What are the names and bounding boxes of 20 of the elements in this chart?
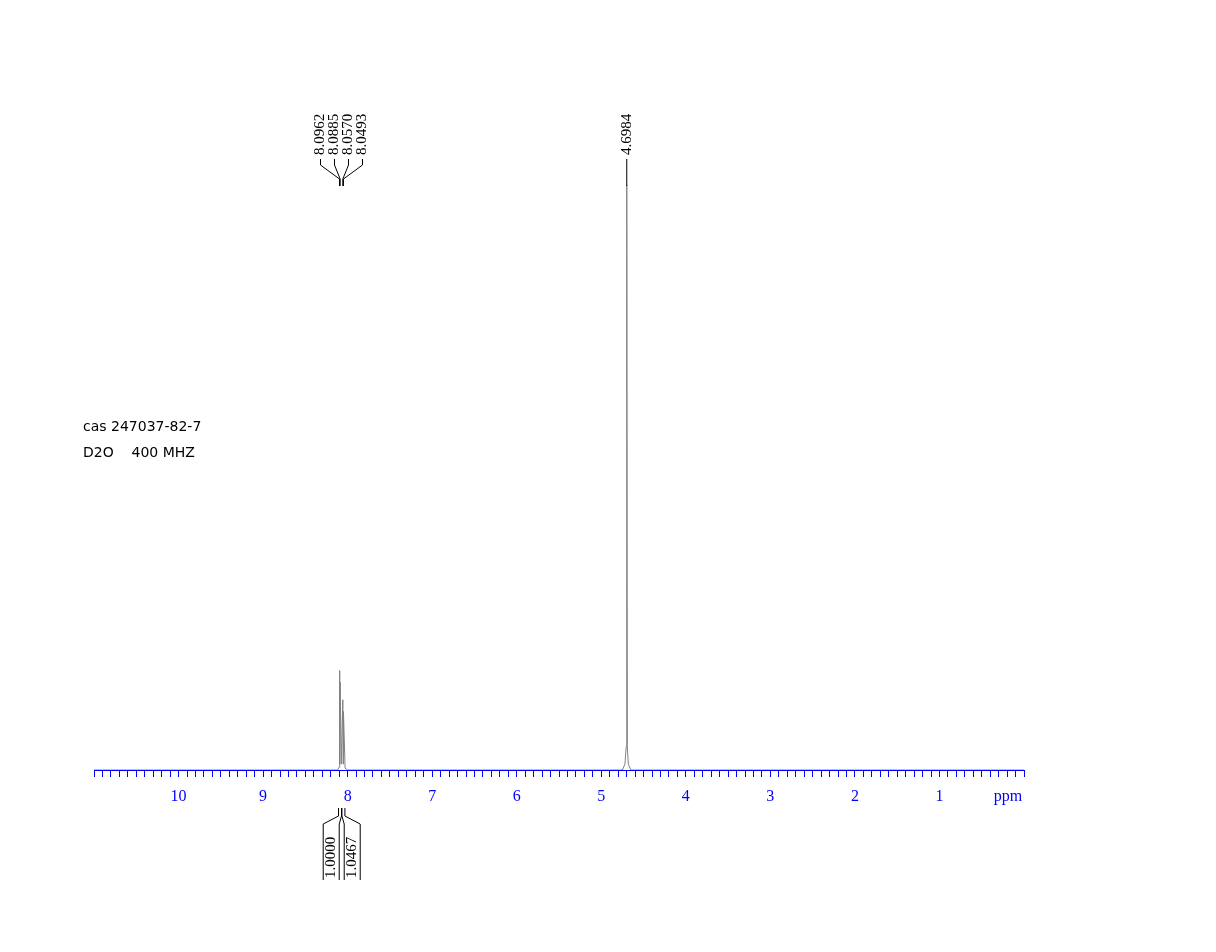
x-tick-label: 4 — [681, 786, 690, 804]
x-tick-label: 8 — [343, 786, 352, 804]
annotation: cas 247037-82-7 — [83, 417, 202, 434]
x-tick-label: 1 — [935, 786, 944, 804]
annotation: 1.0467 — [343, 836, 360, 878]
annotation: 4.6984 — [617, 113, 634, 155]
annotation: 8.0570 — [339, 113, 356, 155]
annotation: 1.0000 — [322, 836, 339, 878]
annotation: 8.0493 — [353, 113, 370, 155]
x-tick-label: 2 — [850, 786, 859, 804]
x-axis-title: ppm — [993, 787, 1023, 806]
x-tick-label: 5 — [597, 786, 606, 804]
annotation: 8.0962 — [311, 113, 328, 155]
x-tick-label: 6 — [512, 786, 521, 804]
x-tick-label: 9 — [259, 786, 268, 804]
annotation: 8.0885 — [325, 113, 342, 155]
x-tick-label: 10 — [170, 786, 187, 804]
annotation: D2O 400 MHZ — [83, 443, 195, 460]
x-tick-label: 7 — [428, 786, 437, 804]
x-tick-label: 3 — [766, 786, 775, 804]
